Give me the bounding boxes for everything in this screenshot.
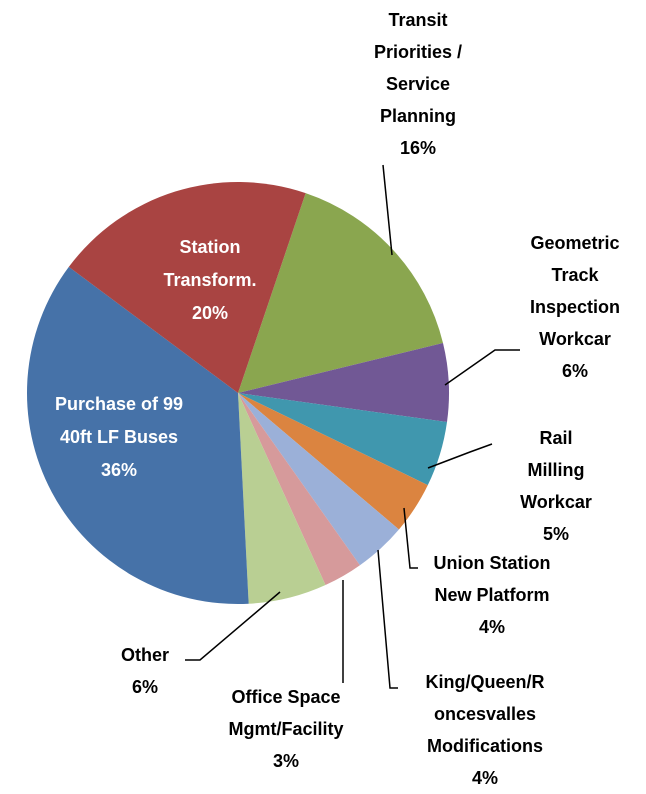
leader-line bbox=[382, 164, 393, 256]
category-label: Geometric Track Inspection Workcar bbox=[529, 233, 621, 349]
leader-line bbox=[185, 591, 281, 661]
pie-slice bbox=[238, 393, 326, 604]
pie-slice bbox=[238, 193, 443, 393]
pie-slice bbox=[68, 181, 306, 393]
category-label: Station Transform. bbox=[163, 237, 257, 290]
value-label: 6% bbox=[561, 361, 589, 381]
category-label: Transit Priorities / Service Planning bbox=[373, 10, 463, 126]
slice-label: Station Transform. 20% bbox=[163, 231, 256, 330]
pie-slice bbox=[238, 393, 399, 566]
category-label: Purchase of 99 40ft LF Buses bbox=[54, 394, 184, 447]
slice-label: Other 6% bbox=[121, 639, 169, 703]
value-label: 20% bbox=[191, 303, 229, 323]
leader-line bbox=[427, 443, 493, 469]
value-label: 4% bbox=[478, 617, 506, 637]
pie-slice bbox=[238, 343, 449, 423]
category-label: Union Station New Platform bbox=[433, 553, 551, 605]
slice-label: Union Station New Platform 4% bbox=[434, 547, 551, 643]
leader-line bbox=[444, 349, 520, 386]
slice-label: Transit Priorities / Service Planning 16% bbox=[374, 4, 462, 164]
pie-slice bbox=[238, 393, 428, 530]
pie-slice bbox=[238, 393, 360, 586]
pie-slice bbox=[26, 266, 249, 604]
value-label: 6% bbox=[131, 677, 159, 697]
category-label: Rail Milling Workcar bbox=[520, 428, 592, 512]
category-label: King/Queen/R oncesvalles Modifications bbox=[425, 672, 545, 756]
slice-label: Geometric Track Inspection Workcar 6% bbox=[530, 227, 620, 387]
slice-label: Purchase of 99 40ft LF Buses 36% bbox=[55, 388, 183, 487]
leader-line bbox=[377, 549, 398, 689]
slice-label: King/Queen/R oncesvalles Modifications 4% bbox=[425, 666, 544, 794]
value-label: 4% bbox=[471, 768, 499, 788]
value-label: 36% bbox=[100, 460, 138, 480]
value-label: 16% bbox=[399, 138, 437, 158]
category-label: Office Space Mgmt/Facility bbox=[228, 687, 344, 739]
value-label: 3% bbox=[272, 751, 300, 771]
slice-label: Rail Milling Workcar 5% bbox=[511, 422, 601, 550]
category-label: Other bbox=[120, 645, 170, 665]
value-label: 5% bbox=[542, 524, 569, 544]
leader-line bbox=[403, 507, 418, 569]
pie-slice bbox=[238, 393, 447, 486]
slice-label: Office Space Mgmt/Facility 3% bbox=[228, 681, 343, 777]
